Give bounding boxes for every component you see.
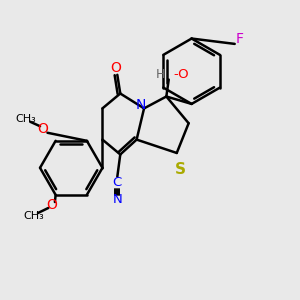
Text: O: O bbox=[38, 122, 48, 136]
Text: CH₃: CH₃ bbox=[23, 211, 44, 221]
Text: N: N bbox=[112, 193, 122, 206]
Text: C: C bbox=[113, 176, 122, 189]
Text: F: F bbox=[235, 32, 243, 46]
Text: S: S bbox=[175, 162, 185, 177]
Text: CH₃: CH₃ bbox=[15, 114, 36, 124]
Text: N: N bbox=[135, 98, 146, 112]
Text: H: H bbox=[156, 68, 165, 81]
Text: O: O bbox=[110, 61, 121, 75]
Text: -O: -O bbox=[174, 68, 189, 81]
Text: O: O bbox=[46, 198, 57, 212]
